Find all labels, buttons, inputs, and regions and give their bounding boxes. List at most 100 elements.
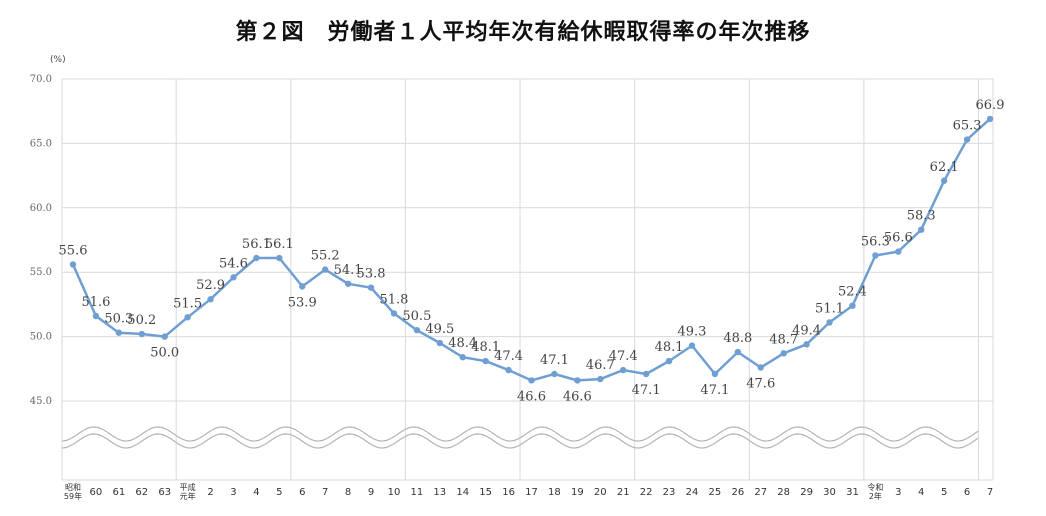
data-point	[665, 357, 673, 365]
x-tick-label: 24	[686, 487, 699, 498]
data-label: 49.5	[425, 322, 454, 337]
data-label: 46.6	[517, 389, 546, 404]
data-point	[230, 274, 237, 281]
data-point	[895, 248, 902, 255]
data-point	[528, 377, 535, 384]
x-tick-label: 16	[502, 487, 515, 498]
x-tick-label: 30	[823, 487, 836, 498]
x-tick-label: 23	[663, 487, 676, 498]
x-tick-label: 18	[548, 487, 561, 498]
data-point	[115, 329, 123, 336]
y-unit-label: (%)	[50, 55, 66, 65]
data-label: 53.9	[288, 295, 317, 310]
data-point	[482, 357, 489, 365]
data-point	[299, 283, 306, 290]
data-label: 56.6	[884, 231, 913, 246]
x-tick-label: 10	[388, 487, 401, 498]
data-point	[276, 254, 283, 262]
data-label: 48.1	[471, 340, 500, 355]
data-label: 47.4	[609, 349, 638, 364]
data-label: 51.6	[81, 295, 110, 310]
x-tick-label: 29	[800, 487, 813, 498]
x-tick-label: 5	[276, 487, 282, 498]
data-label: 56.1	[265, 237, 294, 252]
x-tick-label: 8	[345, 487, 351, 498]
x-tick-label: 22	[640, 487, 653, 498]
x-tick-label: 7	[322, 487, 328, 498]
data-point	[688, 342, 696, 349]
data-label: 49.4	[792, 323, 821, 338]
data-point	[620, 366, 627, 374]
grid	[61, 78, 994, 481]
data-point	[253, 254, 260, 262]
data-point	[92, 312, 100, 320]
data-point	[69, 261, 77, 268]
data-label: 58.3	[907, 209, 936, 224]
data-label: 51.1	[815, 301, 844, 316]
data-point	[436, 339, 443, 347]
data-point	[826, 319, 833, 326]
y-tick-label: 55.0	[30, 267, 52, 278]
x-tick-label: 5	[941, 487, 947, 498]
data-label: 56.1	[242, 237, 271, 252]
data-label: 47.6	[746, 377, 775, 392]
x-tick-label-era-year: 2年	[869, 491, 882, 501]
x-tick-label: 25	[709, 487, 722, 498]
data-point	[344, 280, 352, 287]
data-label: 62.1	[930, 160, 959, 175]
x-tick-label: 13	[433, 487, 446, 498]
data-point	[597, 375, 604, 383]
x-tick-label: 3	[230, 487, 236, 498]
data-label: 50.3	[104, 312, 133, 327]
y-tick-label: 60.0	[30, 203, 52, 214]
x-tick-label: 11	[411, 487, 424, 498]
data-label: 50.0	[150, 346, 179, 361]
data-label: 47.1	[632, 383, 661, 398]
x-tick-label: 6	[964, 487, 970, 498]
x-tick-label: 4	[918, 487, 924, 498]
data-point	[963, 136, 971, 143]
data-point	[872, 252, 879, 259]
x-tick-label: 62	[135, 487, 148, 498]
x-tick-label-era: 平成	[180, 482, 196, 492]
x-tick-label: 7	[987, 487, 993, 498]
y-tick-label: 70.0	[30, 74, 52, 85]
x-tick-label-era: 昭和	[65, 483, 81, 492]
data-point	[207, 296, 214, 303]
data-point	[757, 364, 764, 371]
axis-break-wave	[61, 433, 979, 449]
data-point	[413, 326, 421, 334]
x-tick-label: 2	[207, 487, 213, 498]
data-point	[138, 330, 145, 338]
data-point	[161, 333, 168, 340]
data-label: 54.6	[219, 256, 248, 271]
x-tick-label-era-year: 元年	[180, 491, 196, 501]
data-labels: 55.6 51.6 50.350.2 50.0 51.5 52.9 54.6 56.156.1…	[59, 98, 1005, 404]
data-point	[986, 115, 994, 123]
data-label: 65.3	[953, 119, 982, 134]
data-label: 56.3	[861, 234, 890, 249]
data-point	[642, 370, 650, 378]
data-label: 50.2	[127, 313, 156, 328]
data-label: 47.4	[494, 349, 523, 364]
data-point	[918, 226, 925, 233]
data-label: 55.6	[59, 243, 88, 258]
series-layer	[69, 115, 994, 384]
data-label: 46.7	[586, 358, 615, 373]
data-point	[321, 266, 329, 273]
x-tick-label: 19	[571, 487, 584, 498]
data-label: 51.8	[379, 292, 408, 307]
y-tick-label: 65.0	[30, 138, 52, 149]
x-tick-label: 31	[846, 487, 859, 498]
data-label: 49.3	[677, 325, 706, 340]
y-tick-label: 50.0	[30, 332, 52, 343]
series-line	[71, 117, 991, 382]
data-label: 66.9	[976, 98, 1005, 113]
axis-break-waves	[61, 426, 979, 449]
x-tick-label-era: 令和	[867, 482, 883, 492]
data-point	[803, 341, 810, 348]
data-label: 51.5	[173, 296, 202, 311]
data-point	[184, 314, 191, 321]
